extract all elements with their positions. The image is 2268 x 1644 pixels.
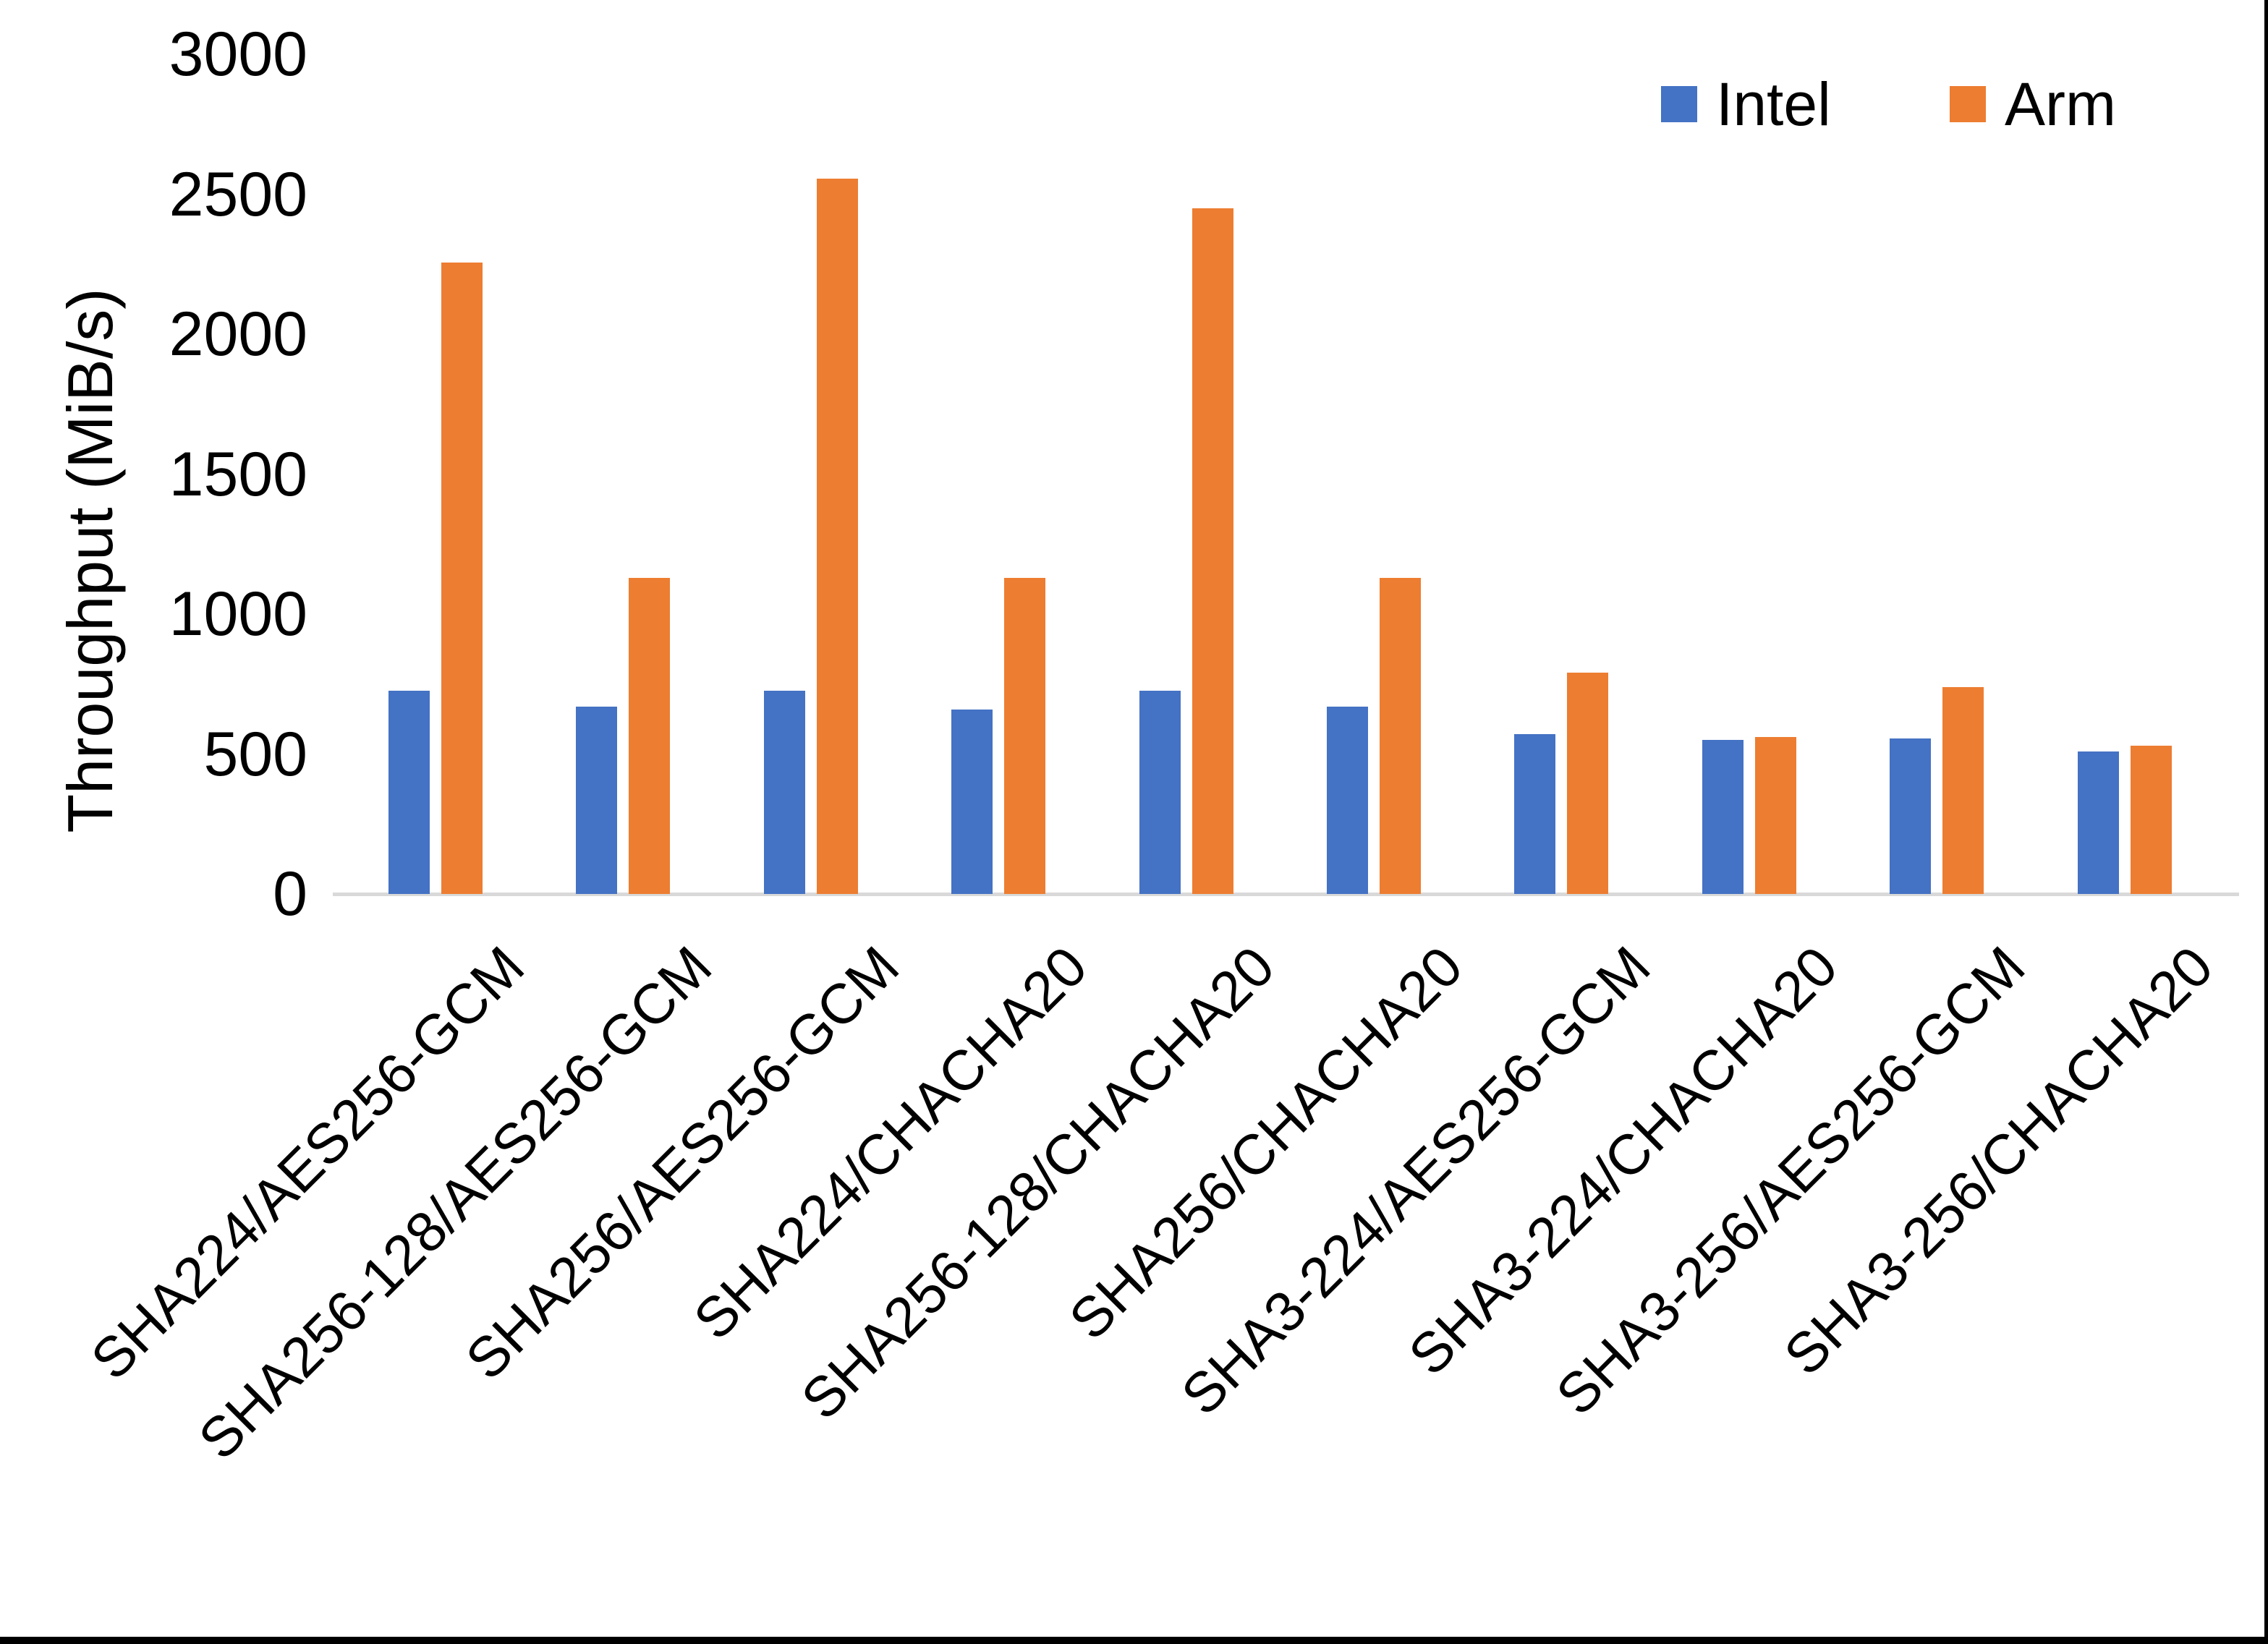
bar-arm-sha224/aes256-gcm (441, 263, 483, 894)
bar-intel-sha256-128/chacha20 (1139, 691, 1181, 894)
bar-intel-sha3-224/aes256-gcm (1514, 734, 1556, 894)
bar-intel-sha3-256/chacha20 (2077, 751, 2119, 894)
bar-intel-sha256/aes256-gcm (763, 691, 805, 894)
bar-arm-sha3-256/aes256-gcm (1942, 686, 1984, 894)
legend-label-intel: Intel (1716, 69, 1831, 138)
bar-arm-sha256/chacha20 (1380, 577, 1421, 894)
bar-arm-sha224/chacha20 (1004, 577, 1046, 894)
y-tick-label: 2500 (169, 159, 307, 229)
bar-arm-sha3-256/chacha20 (2130, 745, 2172, 894)
legend-item-arm: Arm (1950, 70, 2116, 138)
bar-intel-sha224/aes256-gcm (388, 691, 430, 894)
bar-intel-sha224/chacha20 (951, 709, 993, 894)
screenshot-right-border (2264, 0, 2268, 1644)
legend-item-intel: Intel (1661, 70, 1831, 138)
bar-intel-sha3-224/chacha20 (1702, 740, 1744, 894)
y-tick-label: 3000 (169, 20, 307, 89)
y-tick-label: 500 (203, 719, 308, 789)
bar-intel-sha256/chacha20 (1327, 706, 1368, 894)
y-tick-label: 0 (273, 859, 307, 929)
legend-swatch-intel (1661, 86, 1697, 122)
bar-intel-sha3-256/aes256-gcm (1890, 738, 1932, 894)
legend-swatch-arm (1950, 86, 1986, 122)
bar-arm-sha3-224/chacha20 (1754, 737, 1796, 894)
bar-arm-sha256-128/aes256-gcm (629, 577, 671, 894)
y-axis-title: Throughput (MiB/s) (54, 288, 126, 833)
bar-arm-sha3-224/aes256-gcm (1567, 673, 1609, 894)
bar-intel-sha256-128/aes256-gcm (576, 706, 618, 894)
y-tick-label: 2000 (169, 299, 307, 369)
x-axis-line (333, 893, 2239, 896)
y-tick-label: 1500 (169, 439, 307, 509)
screenshot-bottom-border (0, 1637, 2268, 1644)
bar-arm-sha256/aes256-gcm (816, 179, 858, 894)
bar-arm-sha256-128/chacha20 (1192, 208, 1233, 894)
y-tick-label: 1000 (169, 579, 307, 649)
legend-label-arm: Arm (2005, 69, 2116, 138)
